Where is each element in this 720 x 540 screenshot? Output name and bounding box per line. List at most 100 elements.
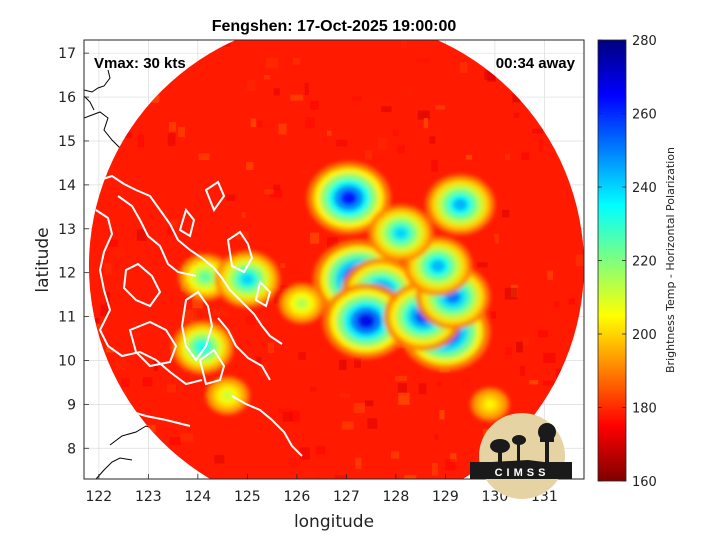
swath-pixel	[112, 249, 126, 258]
swath-pixel	[241, 211, 246, 218]
swath-pixel	[280, 285, 289, 293]
cell-contour	[297, 299, 307, 308]
swath-pixel	[167, 226, 174, 235]
swath-pixel	[504, 287, 518, 300]
coastline-inside-swath	[95, 174, 303, 457]
swath-pixel	[103, 251, 109, 259]
convective-cells	[171, 161, 510, 422]
swath-pixel	[278, 408, 292, 414]
cell-contour	[394, 227, 408, 239]
swath-pixel	[95, 510, 105, 518]
logo-text: CIMSS	[495, 467, 550, 479]
swath-pixel	[198, 153, 210, 161]
swath-pixel	[334, 475, 347, 479]
convective-cell	[178, 253, 233, 301]
swath-pixel	[230, 505, 236, 517]
swath-pixel	[290, 94, 304, 101]
cell-contour	[340, 190, 358, 206]
swath-pixel	[267, 342, 275, 353]
swath-pixel	[142, 377, 153, 387]
swath-pixel	[274, 290, 283, 304]
swath-pixel	[243, 506, 253, 518]
swath-pixel	[364, 150, 373, 160]
swath-pixel	[392, 129, 399, 136]
swath-pixel	[327, 237, 338, 248]
swath-pixel	[542, 380, 555, 386]
y-axis-label: latitude	[33, 227, 53, 292]
swath-pixel	[546, 31, 554, 36]
swath-pixel	[104, 263, 112, 275]
swath-pixel	[364, 400, 374, 407]
swath-pixel	[93, 318, 100, 324]
swath-pixel	[214, 454, 225, 464]
swath-pixel	[381, 106, 392, 113]
swath-pixel	[292, 57, 301, 65]
swath-pixel	[398, 392, 410, 405]
swath-pixel	[429, 136, 436, 144]
cell-contour	[223, 391, 232, 400]
swath-pixel	[367, 418, 378, 429]
swath-pixel	[220, 306, 231, 316]
y-axis-ticks: 17 16 15 14 13 12 11 10 9 8	[58, 46, 89, 457]
swath-pixel	[469, 491, 475, 495]
swath-pixel	[532, 128, 544, 134]
swath-pixel	[115, 360, 127, 371]
swath-pixel	[505, 347, 513, 356]
swath-pixel	[250, 118, 257, 128]
swath-pixel	[559, 491, 564, 497]
y-tick-label: 12	[58, 266, 76, 282]
swath-pixel	[404, 475, 417, 479]
swath-pixel	[397, 383, 408, 396]
swath-pixel	[431, 463, 438, 476]
chart-title: Fengshen: 17-Oct-2025 19:00:00	[212, 18, 457, 35]
swath-pixel	[568, 298, 575, 305]
colorbar-tick-label: 220	[632, 255, 657, 270]
swath-pixel	[391, 451, 400, 459]
swath-pixel	[245, 315, 256, 325]
y-tick-label: 8	[67, 441, 76, 457]
swath-pixel	[290, 264, 300, 276]
swath-pixel	[435, 105, 446, 110]
swath-pixel	[489, 508, 498, 519]
swath-pixel	[246, 80, 256, 91]
swath-pixel	[420, 504, 424, 510]
swath-pixel	[177, 126, 185, 138]
y-tick-label: 11	[58, 310, 76, 326]
swath-pixel	[115, 19, 127, 23]
swath-pixel	[543, 352, 556, 363]
swath-pixel	[137, 134, 145, 148]
swath-pixel	[477, 262, 488, 268]
swath-pixel	[516, 341, 523, 353]
swath-pixel	[257, 120, 263, 128]
swath-pixel	[91, 22, 96, 28]
swath-pixel	[289, 410, 300, 422]
swath-pixel	[170, 219, 179, 228]
swath-pixel	[418, 383, 427, 395]
swath-pixel	[280, 263, 286, 269]
y-tick-label: 15	[58, 134, 76, 150]
x-tick-label: 128	[383, 489, 410, 505]
swath-pixel	[273, 184, 281, 190]
swath-pixel	[134, 332, 143, 338]
swath-pixel	[402, 89, 412, 96]
swath-pixel	[105, 347, 115, 353]
swath-pixel	[273, 88, 280, 96]
time-offset-annotation: 00:34 away	[496, 55, 576, 72]
colorbar-tick-label: 280	[632, 34, 657, 49]
swath-pixel	[515, 510, 526, 518]
swath-pixel	[545, 19, 553, 23]
swath-pixel	[504, 154, 511, 161]
swath-pixel	[263, 74, 271, 80]
colorbar-tick-label: 200	[632, 328, 657, 343]
swath-pixel	[538, 330, 549, 338]
swath-pixel	[578, 235, 584, 249]
cell-contour	[453, 198, 468, 211]
swath-pixel	[553, 301, 560, 308]
swath-pixel	[395, 375, 408, 382]
swath-pixel	[434, 434, 439, 440]
swath-pixel	[423, 118, 429, 129]
swath-pixel	[105, 291, 110, 305]
x-axis-label: longitude	[294, 512, 374, 532]
colorbar	[597, 39, 627, 482]
convective-cell	[278, 283, 326, 324]
